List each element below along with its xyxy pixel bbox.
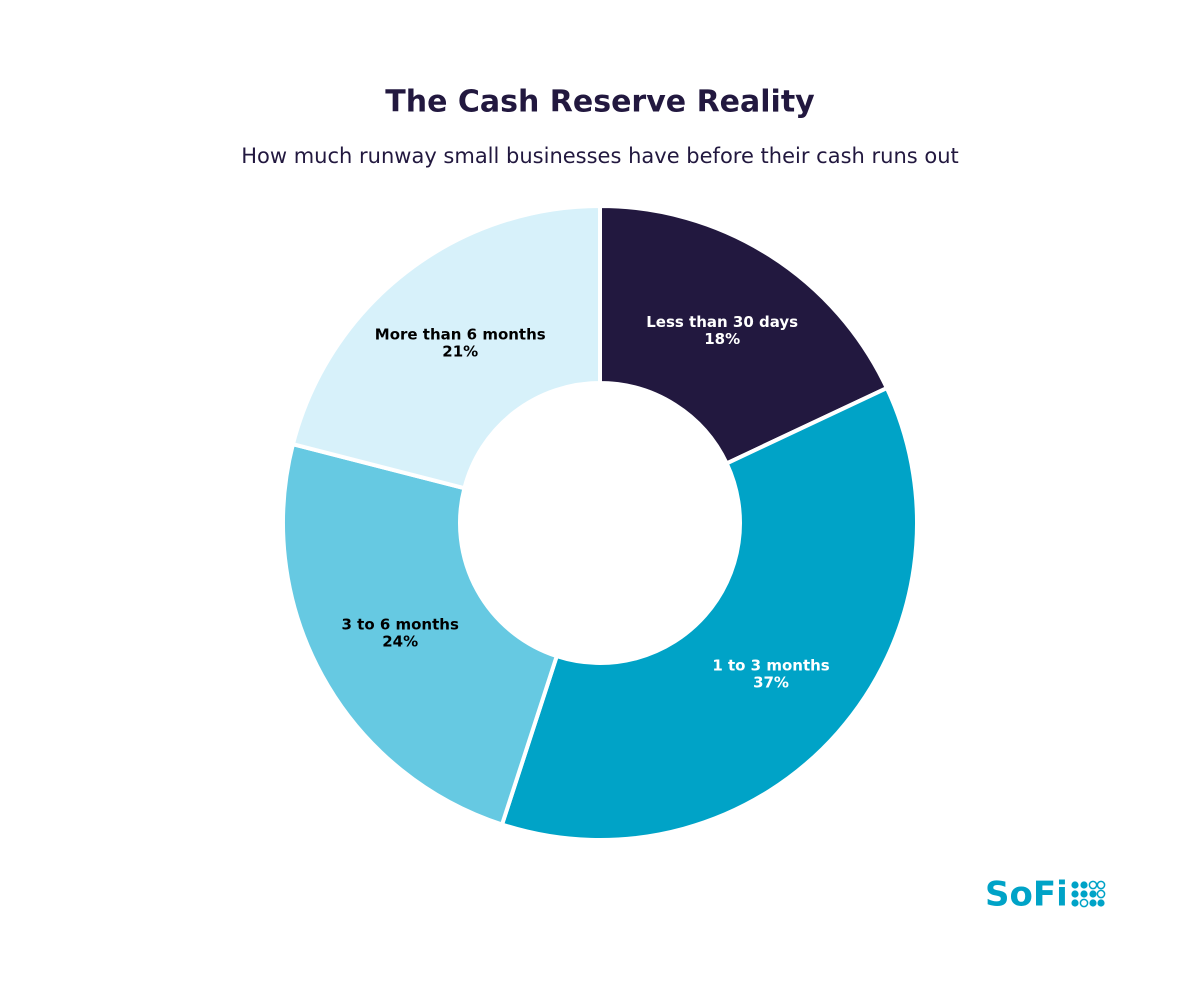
slice-label: 1 to 3 months bbox=[712, 656, 829, 674]
slice-label: Less than 30 days bbox=[646, 313, 798, 331]
chart-subtitle: How much runway small businesses have be… bbox=[241, 144, 959, 168]
donut-slice bbox=[290, 204, 602, 491]
logo-icon bbox=[1071, 880, 1106, 908]
slice-value-label: 37% bbox=[753, 673, 789, 691]
slice-value-label: 24% bbox=[382, 632, 418, 650]
chart-title: The Cash Reserve Reality bbox=[385, 85, 815, 120]
brand-name: SoFi bbox=[985, 875, 1068, 915]
slice-value-label: 21% bbox=[442, 342, 478, 360]
slice-value-label: 18% bbox=[704, 330, 740, 348]
donut-slice bbox=[500, 386, 919, 842]
donut-slice bbox=[598, 204, 889, 466]
slice-label: More than 6 months bbox=[375, 325, 546, 343]
brand-logo: SoFi bbox=[985, 875, 1106, 915]
donut-slice bbox=[281, 442, 559, 827]
slice-label: 3 to 6 months bbox=[341, 615, 458, 633]
